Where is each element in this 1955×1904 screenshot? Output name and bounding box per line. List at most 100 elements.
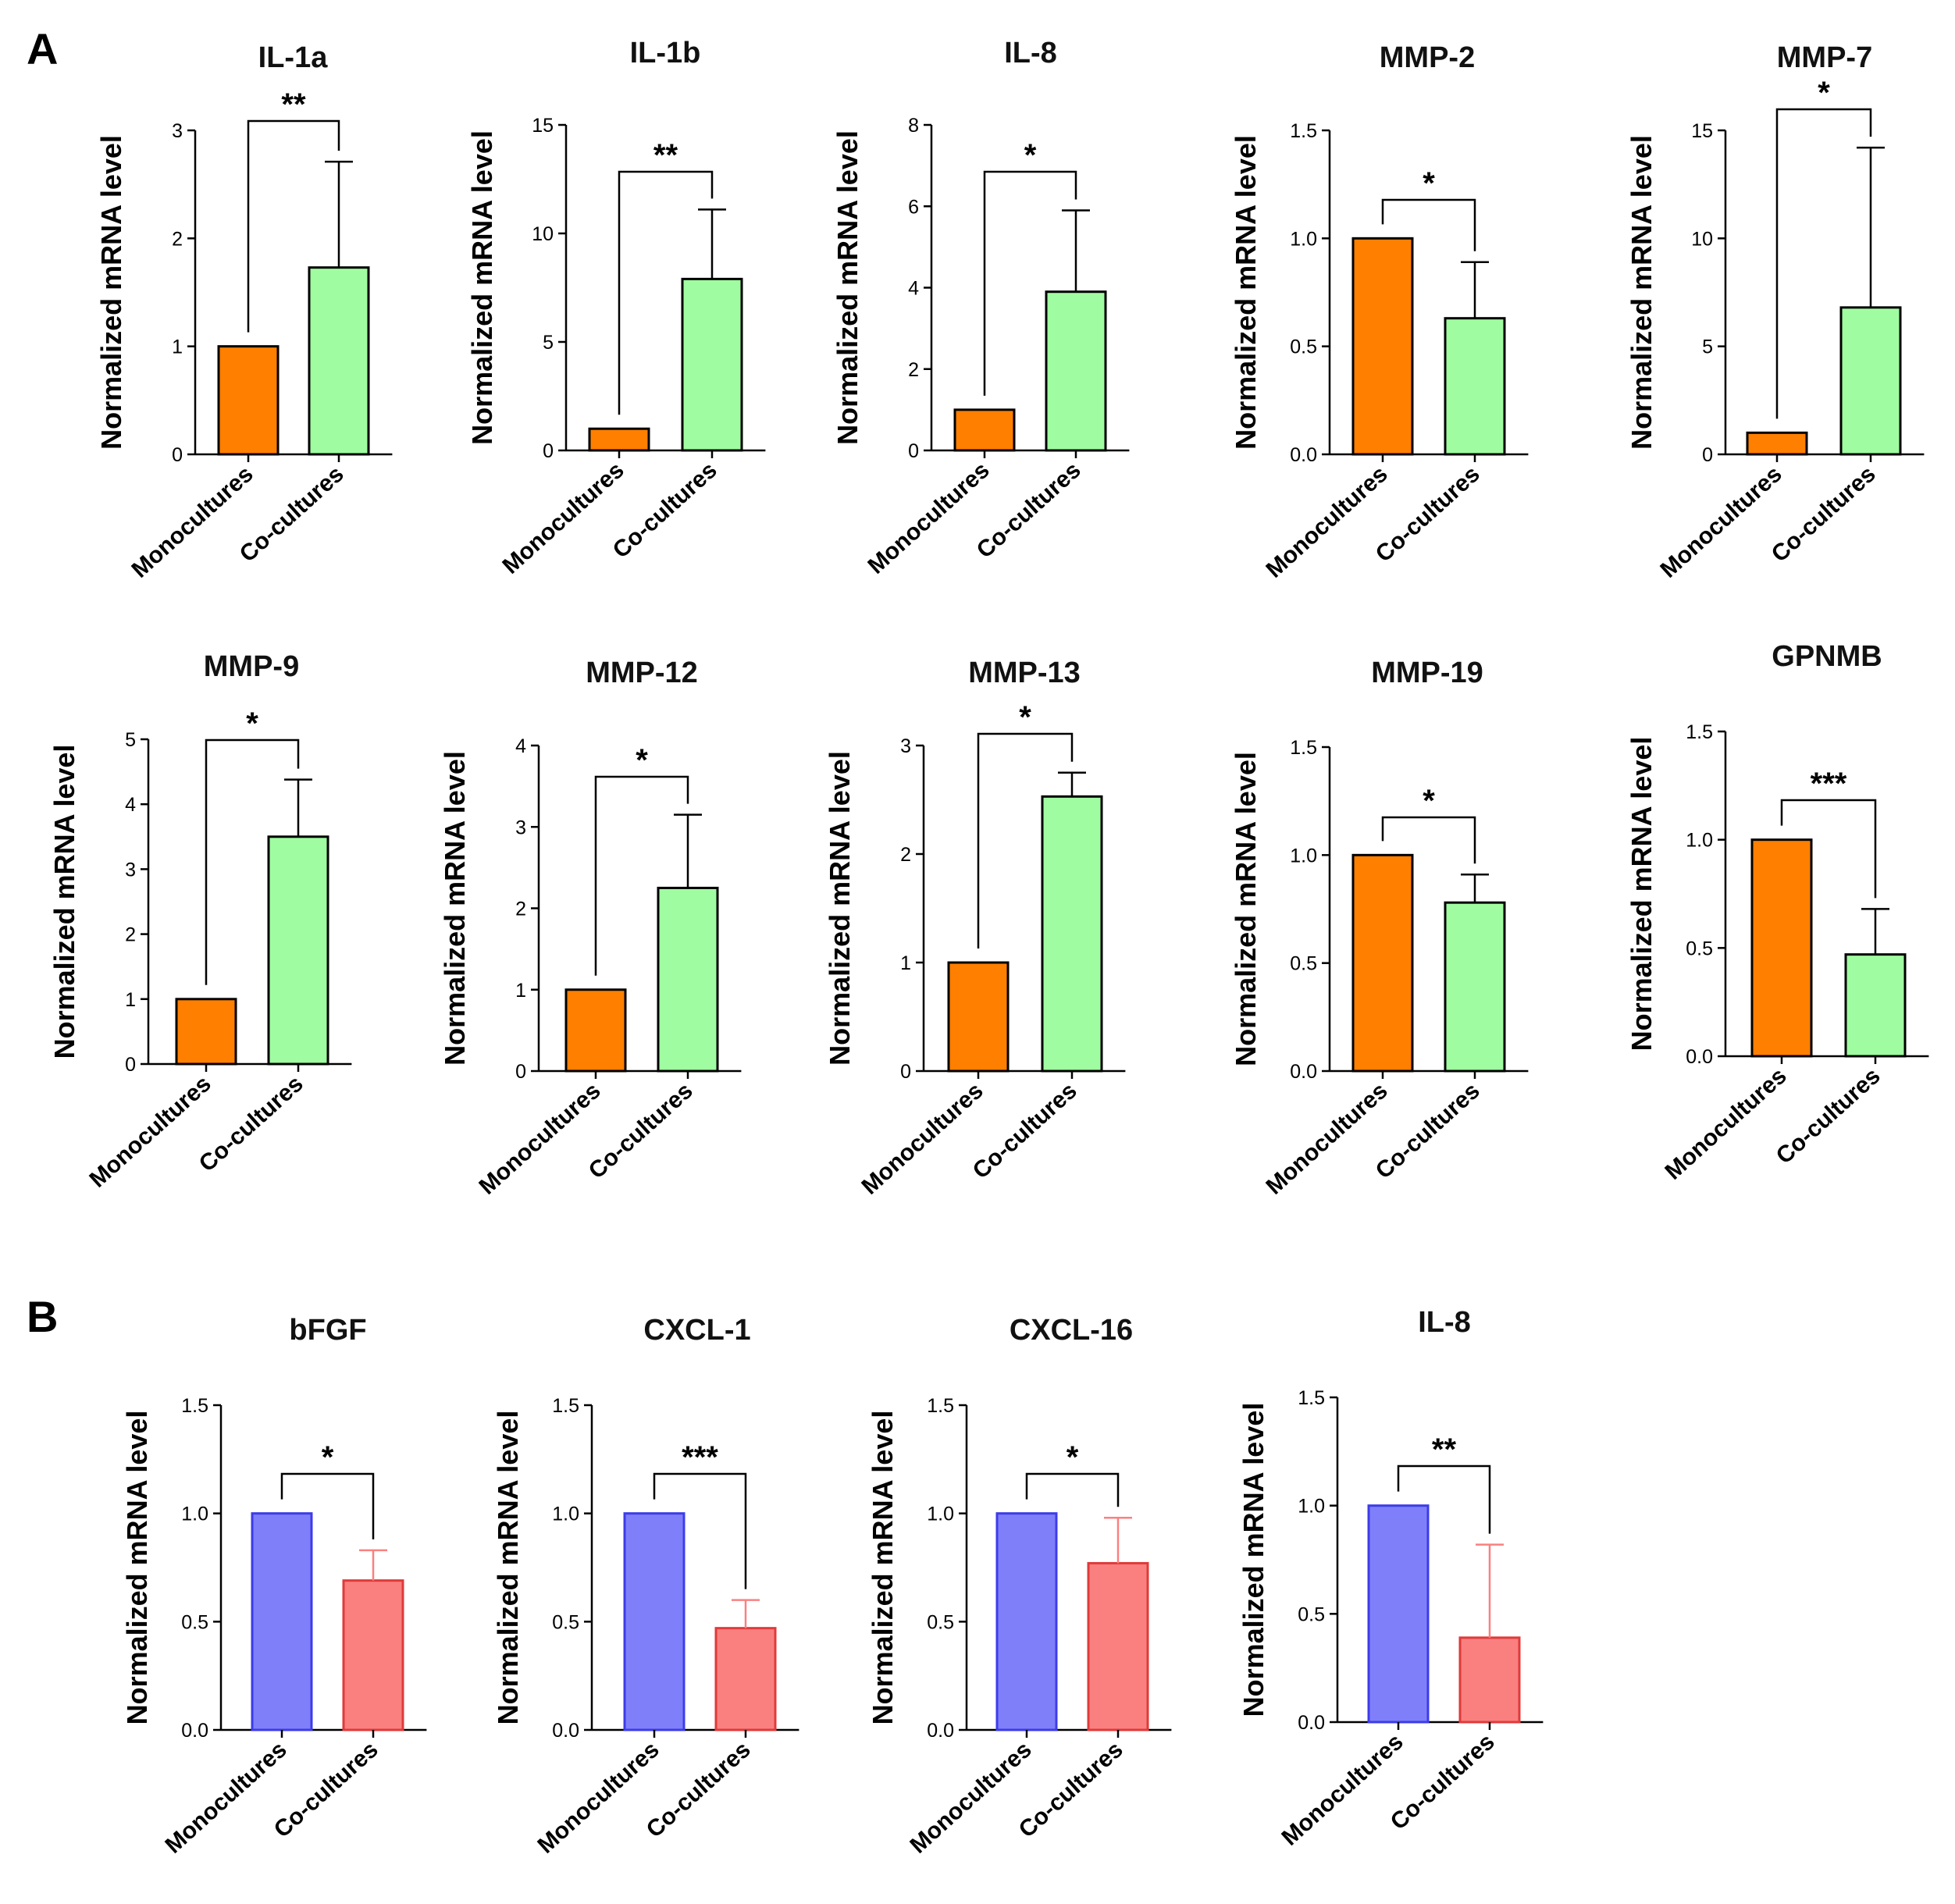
chart-a-mmp-13: MMP-13 Normalized mRNA level 0 1 2 3 Monocultu… (824, 657, 1126, 1200)
category-label-monocultures: Monocultures (474, 1078, 605, 1200)
chart-b-cxcl-1: CXCL-1 Normalized mRNA level 0.0 0.5 1.0 1.5 M… (492, 1314, 799, 1859)
bar-co-cultures (308, 266, 370, 456)
y-tick-label: 0.5 (927, 1611, 954, 1633)
chart-a-mmp-9: MMP-9 Normalized mRNA level 0 1 2 3 4 5 Monocult… (48, 650, 352, 1193)
y-tick-label: 1 (515, 980, 526, 1002)
significance-label: * (1019, 700, 1031, 735)
bar-monocultures (175, 998, 237, 1066)
y-tick-label: 6 (908, 196, 919, 218)
bar-monocultures (1750, 838, 1813, 1058)
y-tick-label: 0.5 (1686, 938, 1713, 959)
y-tick-label: 15 (1691, 120, 1713, 142)
category-label-monocultures: Monocultures (126, 461, 258, 583)
y-tick-label: 1.0 (1290, 845, 1317, 867)
y-tick-label: 3 (515, 817, 526, 838)
y-tick-label: 0 (172, 444, 183, 466)
category-label-monocultures: Monocultures (856, 1078, 988, 1200)
significance-bracket (1381, 816, 1476, 864)
significance-label: * (1024, 138, 1037, 173)
bar-monocultures (623, 1512, 685, 1731)
y-tick-label: 3 (125, 859, 136, 881)
chart-title: MMP-13 (968, 657, 1081, 689)
bar-co-cultures (714, 1627, 777, 1731)
bar-monocultures (995, 1512, 1058, 1731)
y-tick-label: 0.0 (552, 1720, 579, 1742)
chart-title: bFGF (289, 1314, 366, 1347)
chart-title: MMP-9 (204, 650, 299, 683)
y-tick-label: 1.5 (1290, 120, 1317, 142)
y-tick-label: 1.0 (1290, 228, 1317, 250)
bar-co-cultures (1844, 953, 1907, 1058)
significance-label: * (246, 706, 258, 741)
category-label-monocultures: Monocultures (905, 1737, 1036, 1859)
significance-bracket (1397, 1464, 1491, 1534)
chart-title: IL-1b (630, 37, 701, 69)
y-axis-label: Normalized mRNA level (1626, 737, 1658, 1052)
y-tick-label: 0 (908, 440, 919, 462)
y-tick-label: 0.5 (1290, 336, 1317, 358)
chart-b-bfgf: bFGF Normalized mRNA level 0.0 0.5 1.0 1.5 Mon… (121, 1314, 427, 1859)
y-tick-label: 0.0 (1290, 1061, 1317, 1083)
y-tick-label: 8 (908, 115, 919, 137)
bar-co-cultures (1045, 290, 1107, 452)
chart-a-mmp-19: MMP-19 Normalized mRNA level 0.0 0.5 1.0 1.5 M… (1230, 657, 1529, 1200)
y-tick-label: 4 (908, 278, 919, 300)
category-label-monocultures: Monocultures (84, 1071, 215, 1193)
chart-title: IL-8 (1004, 37, 1057, 69)
y-axis-label: Normalized mRNA level (48, 745, 80, 1059)
y-tick-label: 0.0 (927, 1720, 954, 1742)
y-axis-label: Normalized mRNA level (466, 130, 498, 445)
y-tick-label: 1.5 (552, 1395, 579, 1417)
chart-title: MMP-2 (1380, 41, 1475, 74)
category-label-monocultures: Monocultures (160, 1737, 291, 1859)
bar-monocultures (947, 961, 1010, 1073)
y-tick-label: 1.0 (552, 1504, 579, 1525)
bar-co-cultures (1041, 795, 1103, 1073)
bar-co-cultures (267, 835, 329, 1066)
category-label-monocultures: Monocultures (497, 457, 629, 579)
significance-label: * (636, 743, 648, 778)
y-tick-label: 5 (1702, 336, 1713, 358)
y-tick-label: 4 (515, 735, 526, 757)
y-tick-label: 0 (1702, 444, 1713, 466)
charts-container: IL-1a Normalized mRNA level 0 1 2 3 Monocultur… (48, 37, 1929, 1859)
y-axis-label: Normalized mRNA level (439, 751, 471, 1066)
y-axis-label: Normalized mRNA level (95, 135, 127, 450)
y-tick-label: 0.0 (1686, 1046, 1713, 1068)
y-tick-label: 0 (900, 1061, 911, 1083)
chart-title: MMP-12 (586, 657, 698, 689)
bar-co-cultures (1444, 901, 1506, 1073)
y-tick-label: 1.5 (1290, 737, 1317, 759)
significance-label: * (1818, 76, 1830, 110)
y-tick-label: 0 (515, 1061, 526, 1083)
y-tick-label: 2 (908, 359, 919, 381)
y-tick-label: 0.5 (1298, 1603, 1325, 1625)
bar-monocultures (1367, 1504, 1430, 1724)
category-label-monocultures: Monocultures (1261, 1078, 1392, 1200)
chart-title: MMP-19 (1371, 657, 1483, 689)
significance-bracket (1381, 198, 1476, 251)
significance-bracket (977, 732, 1074, 948)
chart-a-il-1b: IL-1b Normalized mRNA level 0 5 10 15 Monocult… (466, 37, 766, 579)
y-tick-label: 0.5 (181, 1611, 208, 1633)
chart-title: IL-8 (1418, 1306, 1471, 1339)
y-tick-label: 1 (172, 336, 183, 358)
significance-bracket (1780, 799, 1877, 899)
significance-label: ** (281, 87, 306, 122)
chart-a-mmp-2: MMP-2 Normalized mRNA level 0.0 0.5 1.0 1.5 Mo… (1230, 41, 1529, 583)
y-tick-label: 0.0 (181, 1720, 208, 1742)
y-tick-label: 2 (515, 899, 526, 920)
bar-co-cultures (657, 886, 719, 1073)
y-tick-label: 1.5 (1298, 1387, 1325, 1409)
category-label-monocultures: Monocultures (863, 457, 994, 579)
chart-a-il-1a: IL-1a Normalized mRNA level 0 1 2 3 Monocultur… (95, 41, 393, 583)
y-tick-label: 2 (125, 924, 136, 946)
y-axis-label: Normalized mRNA level (824, 751, 856, 1066)
bar-co-cultures (1458, 1636, 1521, 1724)
significance-label: *** (682, 1440, 718, 1475)
y-tick-label: 2 (172, 228, 183, 250)
chart-a-mmp-12: MMP-12 Normalized mRNA level 0 1 2 3 4 Monocult… (439, 657, 742, 1200)
y-tick-label: 0.0 (1298, 1712, 1325, 1734)
y-tick-label: 10 (532, 223, 554, 245)
y-axis-label: Normalized mRNA level (1237, 1403, 1270, 1717)
